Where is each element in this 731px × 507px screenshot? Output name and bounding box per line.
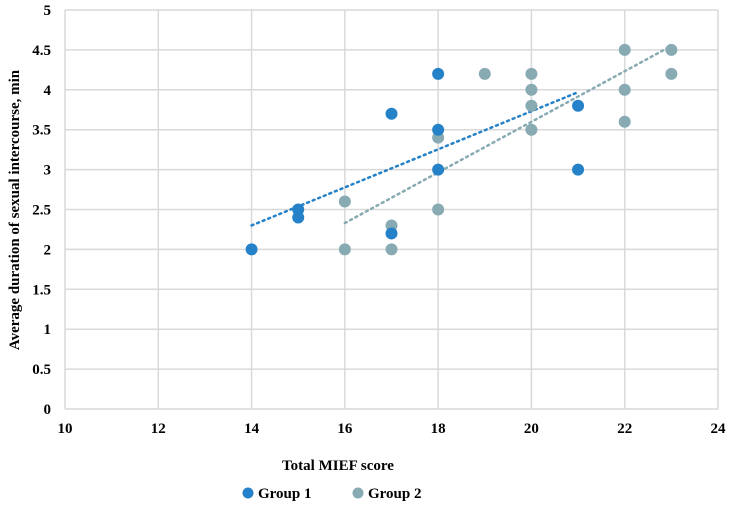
x-axis-label: Total MIEF score <box>282 458 394 474</box>
trendline-2 <box>343 44 673 225</box>
x-tick-label: 22 <box>617 421 632 437</box>
y-tick-label: 4.5 <box>32 43 51 59</box>
x-tick-label: 14 <box>244 421 260 437</box>
trendline-1 <box>250 90 580 227</box>
data-point-group-1 <box>385 107 398 120</box>
data-point-group-1 <box>572 163 585 176</box>
data-point-group-2 <box>618 43 631 56</box>
data-point-group-1 <box>572 99 585 112</box>
legend-marker-1 <box>242 487 254 499</box>
data-point-group-2 <box>525 99 538 112</box>
x-tick-label: 18 <box>431 421 446 437</box>
data-point-group-2 <box>338 243 351 256</box>
data-point-group-2 <box>665 43 678 56</box>
y-tick-label: 4 <box>44 83 52 99</box>
y-tick-label: 0 <box>44 402 52 418</box>
x-tick-label: 10 <box>58 421 73 437</box>
y-tick-label: 2.5 <box>32 203 51 219</box>
y-tick-label: 0.5 <box>32 362 51 378</box>
y-tick-label: 1.5 <box>32 282 51 298</box>
legend-label-2: Group 2 <box>368 486 422 502</box>
data-point-group-1 <box>292 211 305 224</box>
data-point-group-2 <box>338 195 351 208</box>
data-point-group-2 <box>618 83 631 96</box>
data-point-group-2 <box>385 243 398 256</box>
legend-label-1: Group 1 <box>258 486 312 502</box>
data-point-group-2 <box>525 83 538 96</box>
data-point-group-2 <box>618 115 631 128</box>
data-point-group-2 <box>525 67 538 80</box>
tick-labels: 10 12 14 16 18 20 22 24 0 0.5 1 1.5 2 2.5 3 3.5 4 4.5 5 <box>32 3 726 437</box>
data-point-group-2 <box>478 67 491 80</box>
y-axis-label: Average duration of sexual intercourse, … <box>7 69 23 350</box>
y-tick-label: 2 <box>44 242 52 258</box>
data-point-group-2 <box>665 67 678 80</box>
data-point-group-1 <box>432 163 445 176</box>
trendlines <box>250 44 673 227</box>
y-tick-label: 3 <box>44 163 52 179</box>
y-tick-label: 3.5 <box>32 123 51 139</box>
y-tick-label: 1 <box>44 322 52 338</box>
x-tick-label: 24 <box>711 421 727 437</box>
x-tick-label: 20 <box>524 421 539 437</box>
gridlines <box>64 9 719 410</box>
data-point-group-1 <box>385 227 398 240</box>
legend: Group 1 Group 2 <box>242 486 422 502</box>
data-point-group-1 <box>432 123 445 136</box>
y-tick-label: 5 <box>44 3 52 19</box>
data-point-group-1 <box>432 67 445 80</box>
data-points <box>245 43 678 256</box>
data-point-group-1 <box>245 243 258 256</box>
legend-marker-2 <box>352 487 364 499</box>
x-tick-label: 12 <box>151 421 166 437</box>
data-point-group-2 <box>432 203 445 216</box>
x-tick-label: 16 <box>337 421 353 437</box>
data-point-group-2 <box>525 123 538 136</box>
